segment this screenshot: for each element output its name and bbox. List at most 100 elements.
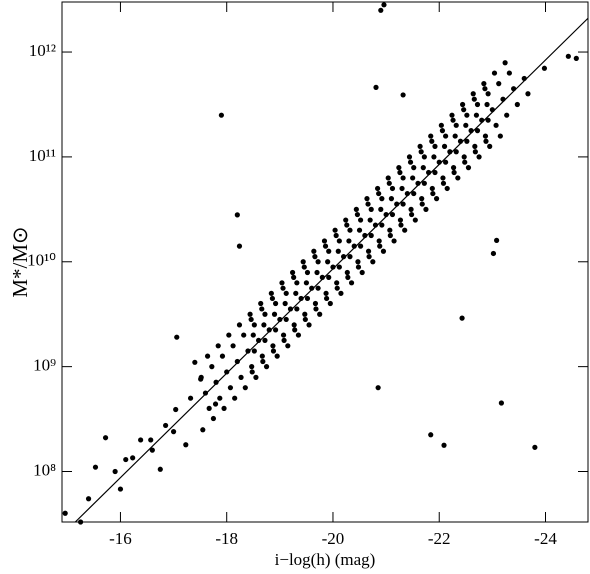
data-point [498,400,504,406]
data-point [408,206,414,212]
data-point [356,227,363,233]
y-tick-label: 10¹⁰ [27,251,56,270]
data-point [62,510,68,516]
data-point [280,285,286,291]
data-point [355,264,362,270]
data-point [423,206,429,212]
data-point [541,65,548,71]
data-point [280,332,287,338]
data-point [291,274,297,280]
data-point [347,254,353,260]
data-point [421,154,427,160]
data-point [302,311,308,317]
data-point [433,196,440,202]
data-point [357,243,364,249]
data-point [455,175,461,181]
data-point [315,285,321,291]
data-point [334,280,340,286]
data-point [187,395,194,401]
data-point [438,122,444,128]
data-point [402,227,408,233]
data-point [173,406,179,413]
data-point [92,464,99,470]
data-point [314,269,320,276]
data-point [192,359,198,365]
data-point [502,60,508,66]
x-tick-label: -22 [428,529,451,548]
data-point [306,322,312,328]
data-point [378,206,384,212]
data-point [410,175,416,181]
data-point [343,217,349,223]
data-point [221,405,227,411]
data-point [453,149,459,155]
data-point [449,112,455,118]
data-point [379,222,385,228]
plot-frame [61,1,589,523]
data-point [268,290,274,296]
data-point [461,107,467,113]
data-point [272,300,279,307]
x-tick-label: -20 [322,529,345,548]
data-point [293,290,299,296]
data-point [450,117,456,123]
data-point [236,322,243,328]
data-point [285,343,291,349]
data-point [260,358,266,365]
data-point [183,442,189,448]
data-point [217,395,223,401]
data-point [368,232,374,239]
data-point [279,280,285,286]
x-axis-label: i−log(h) (mag) [275,550,376,569]
data-point [355,259,361,265]
data-point [494,237,500,243]
data-point [573,55,579,61]
data-point [281,337,287,343]
data-point [148,437,154,443]
data-point [232,395,238,401]
data-point [504,112,510,118]
y-tick-label: 10⁸ [33,460,56,479]
data-point [335,248,341,254]
data-point [464,112,470,118]
data-point [420,165,426,171]
data-point [130,455,136,461]
data-point [219,353,226,359]
data-point [463,122,469,128]
data-point [400,201,406,207]
data-point [301,264,307,270]
data-point [400,175,406,181]
data-point [396,165,402,171]
data-point [234,212,240,218]
data-point [440,180,447,186]
data-point [344,269,350,276]
data-point [321,238,328,244]
data-point [472,149,478,155]
data-point [397,217,404,223]
data-point [381,2,387,8]
data-point [102,435,109,441]
data-point [77,519,84,525]
data-point [398,222,404,228]
data-point [470,91,476,97]
data-point [238,374,244,380]
data-point [388,196,395,202]
data-point [294,306,300,312]
data-point [250,332,256,338]
y-tick-label: 10⁹ [33,356,56,375]
data-point [272,327,279,333]
data-point [465,165,472,171]
data-point [247,311,253,317]
data-point [312,300,319,307]
data-point [444,185,450,192]
data-point [309,285,315,291]
data-point [255,337,262,343]
data-point [493,122,499,128]
data-point [123,456,129,463]
data-point [218,112,224,118]
data-point [332,227,338,233]
data-point [263,364,270,370]
data-point [365,248,372,254]
data-point [215,343,221,349]
